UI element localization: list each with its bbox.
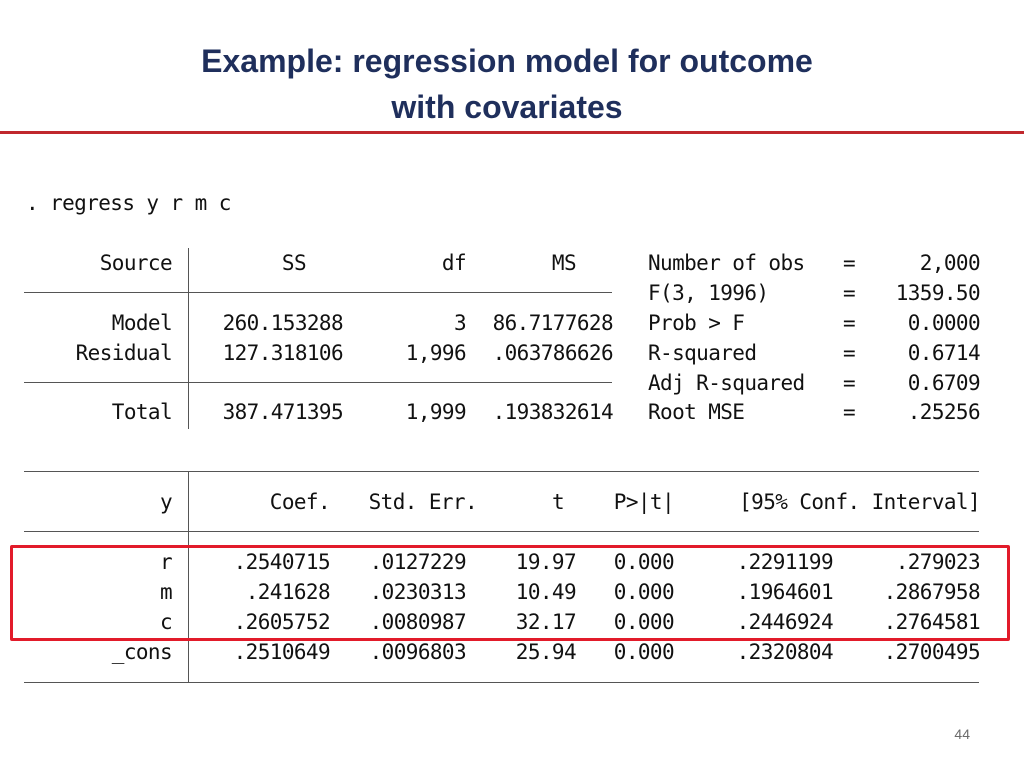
stat-label-r-squared: R-squared [648, 341, 757, 365]
coef-row-cons-p: 0.000 [613, 640, 675, 664]
coef-row-c-ci-low: .2446924 [736, 610, 834, 634]
stat-label-root-mse: Root MSE [648, 400, 745, 424]
anova-row-total-ms: .193832614 [492, 400, 614, 424]
coef-row-cons-var: _cons [111, 640, 173, 664]
stat-eq-f: = [843, 281, 856, 305]
anova-row-residual-df: 1,996 [405, 341, 467, 365]
coef-row-r-se: .0127229 [369, 550, 467, 574]
slide-title-line-2: with covariates [391, 89, 623, 125]
coef-header-coef: Coef. [269, 490, 331, 514]
stat-label-prob-f: Prob > F [648, 311, 745, 335]
anova-row-residual-ms: .063786626 [492, 341, 614, 365]
coef-top-rule [24, 471, 979, 472]
anova-row-model-source: Model [111, 311, 173, 335]
anova-total-divider [24, 382, 612, 383]
coef-header-p: P>|t| [613, 490, 675, 514]
title-underline [0, 131, 1024, 134]
stat-eq-number-of-obs: = [843, 251, 856, 275]
coef-row-r-ci-low: .2291199 [736, 550, 834, 574]
coef-row-r-ci-high: .279023 [895, 550, 981, 574]
coef-row-cons-se: .0096803 [369, 640, 467, 664]
anova-row-total-ss: 387.471395 [222, 400, 344, 424]
coef-row-c-se: .0080987 [369, 610, 467, 634]
stat-label-f: F(3, 1996) [648, 281, 769, 305]
slide-title-line-1: Example: regression model for outcome [201, 43, 813, 79]
coef-header-se: Std. Err. [368, 490, 478, 514]
stat-value-r-squared: 0.6714 [907, 341, 981, 365]
stat-label-number-of-obs: Number of obs [648, 251, 805, 275]
anova-row-total-df: 1,999 [405, 400, 467, 424]
coef-row-cons-ci-low: .2320804 [736, 640, 834, 664]
coef-row-c-ci-high: .2764581 [883, 610, 981, 634]
coef-row-c-t: 32.17 [515, 610, 577, 634]
stat-label-adj-r-squared: Adj R-squared [648, 371, 805, 395]
stat-value-f: 1359.50 [895, 281, 981, 305]
coef-header-ci: [95% Conf. Interval] [739, 490, 980, 514]
coef-row-r-var: r [159, 550, 173, 574]
anova-row-total-source: Total [111, 400, 173, 424]
stat-eq-r-squared: = [843, 341, 856, 365]
stat-value-number-of-obs: 2,000 [919, 251, 981, 275]
coef-column-divider [188, 471, 189, 682]
coef-row-cons-ci-high: .2700495 [883, 640, 981, 664]
coef-row-m-t: 10.49 [515, 580, 577, 604]
anova-row-residual-source: Residual [75, 341, 173, 365]
coef-row-c-var: c [159, 610, 173, 634]
coef-row-cons-t: 25.94 [515, 640, 577, 664]
stat-value-adj-r-squared: 0.6709 [907, 371, 981, 395]
covariates-highlight-box [10, 545, 1010, 641]
anova-row-model-ms: 86.7177628 [492, 311, 614, 335]
coef-row-r-t: 19.97 [515, 550, 577, 574]
anova-header-source: Source [99, 251, 173, 275]
stat-eq-root-mse: = [843, 400, 856, 424]
coef-row-r-p: 0.000 [613, 550, 675, 574]
coef-header-divider [24, 531, 979, 532]
anova-header-ss: SS [281, 251, 307, 275]
coef-row-m-se: .0230313 [369, 580, 467, 604]
slide-title: Example: regression model for outcome wi… [0, 38, 1014, 130]
anova-header-df: df [441, 251, 467, 275]
coef-row-m-var: m [159, 580, 173, 604]
anova-row-residual-ss: 127.318106 [222, 341, 344, 365]
coef-row-c-p: 0.000 [613, 610, 675, 634]
coef-row-m-ci-low: .1964601 [736, 580, 834, 604]
regress-command: . regress y r m c [26, 191, 231, 215]
stat-value-root-mse: .25256 [907, 400, 981, 424]
page-number: 44 [954, 726, 970, 742]
anova-row-model-ss: 260.153288 [222, 311, 344, 335]
coef-bottom-rule [24, 682, 979, 683]
stat-eq-prob-f: = [843, 311, 856, 335]
anova-header-divider [24, 292, 612, 293]
stat-eq-adj-r-squared: = [843, 371, 856, 395]
coef-row-c-coef: .2605752 [233, 610, 331, 634]
coef-row-m-p: 0.000 [613, 580, 675, 604]
anova-row-model-df: 3 [453, 311, 467, 335]
coef-row-r-coef: .2540715 [233, 550, 331, 574]
coef-header-var: y [159, 490, 173, 514]
coef-header-t: t [551, 490, 565, 514]
anova-column-divider [188, 248, 189, 429]
coef-row-cons-coef: .2510649 [233, 640, 331, 664]
coef-row-m-coef: .241628 [245, 580, 331, 604]
anova-header-ms: MS [551, 251, 577, 275]
stat-value-prob-f: 0.0000 [907, 311, 981, 335]
coef-row-m-ci-high: .2867958 [883, 580, 981, 604]
